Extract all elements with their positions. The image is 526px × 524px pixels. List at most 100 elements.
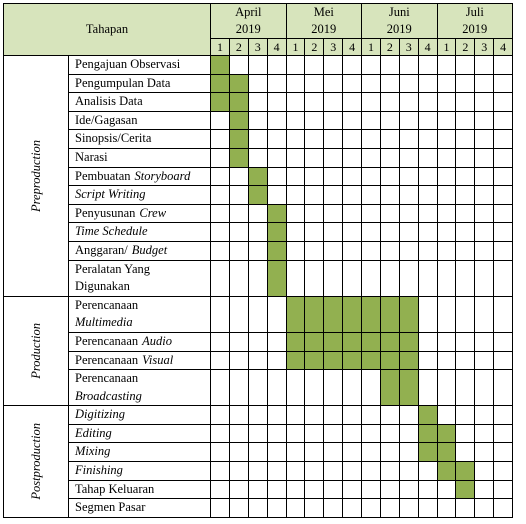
task-label: Anggaran/ — [75, 242, 128, 257]
week-cell — [455, 185, 476, 205]
task-row: Postproduction Digitizing — [3, 405, 514, 518]
task-cell: Analisis Data — [67, 92, 212, 112]
week-cell — [361, 73, 381, 94]
week-cell — [210, 498, 230, 518]
week-cell — [379, 147, 400, 168]
week-cell — [474, 405, 495, 425]
week-cell — [436, 147, 457, 168]
phase-name: Postproduction — [28, 423, 43, 500]
week-number: 2 — [228, 38, 249, 56]
week-cell — [210, 185, 230, 205]
task-line: Narasi — [75, 149, 210, 166]
active-week — [266, 222, 287, 242]
week-cell — [285, 73, 306, 94]
week-cell — [436, 203, 457, 224]
week-cell — [342, 259, 363, 297]
week-cell — [398, 166, 419, 187]
task-label: Penyusunan — [75, 205, 136, 220]
week-cell — [474, 259, 495, 297]
month-cell: April 2019 — [210, 3, 287, 39]
week-cell — [455, 166, 476, 187]
active-week — [417, 423, 438, 444]
task-label: Finishing — [75, 463, 123, 478]
task-cell: Pengajuan Observasi — [67, 55, 212, 75]
week-cell — [266, 498, 287, 518]
task-cell: Ide/Gagasan — [67, 110, 212, 131]
week-cell — [285, 461, 306, 481]
week-cell — [493, 185, 514, 205]
week-cell — [228, 423, 249, 444]
week-cell — [361, 92, 381, 112]
week-number: 3 — [474, 38, 495, 56]
task-label: Broadcasting — [75, 388, 142, 403]
week-cell — [493, 55, 514, 75]
week-cell — [210, 350, 230, 371]
task-line: Segmen Pasar — [75, 500, 210, 517]
week-cell — [455, 110, 476, 131]
week-cell — [228, 405, 249, 425]
week-cell — [304, 110, 325, 131]
active-week — [210, 73, 230, 94]
week-cell — [342, 240, 363, 261]
week-cell — [455, 295, 476, 333]
week-cell — [398, 498, 419, 518]
week-cell — [379, 110, 400, 131]
week-cell — [361, 55, 381, 75]
week-cell — [474, 350, 495, 371]
task-row: Script Writing — [4, 185, 514, 205]
week-cell — [379, 55, 400, 75]
week-cell — [228, 461, 249, 481]
active-week — [228, 110, 249, 131]
week-cell — [304, 479, 325, 500]
task-label: Crew — [139, 205, 167, 220]
task-label: Budget — [131, 242, 168, 257]
active-week — [210, 55, 230, 75]
week-cell — [436, 350, 457, 371]
active-week — [342, 331, 363, 352]
week-cell — [304, 461, 325, 481]
week-cell — [493, 479, 514, 500]
week-cell — [474, 92, 495, 112]
week-cell — [361, 369, 381, 407]
task-cell: Perencanaan Broadcasting — [67, 369, 212, 407]
task-line: Sinopsis/Cerita — [75, 131, 210, 148]
week-cell — [361, 222, 381, 242]
week-cell — [304, 405, 325, 425]
week-cell — [398, 129, 419, 149]
active-week — [379, 331, 400, 352]
task-cell: Perencanaan Multimedia — [67, 295, 212, 333]
week-cell — [379, 166, 400, 187]
week-cell — [417, 110, 438, 131]
active-week — [228, 73, 249, 94]
week-cell — [342, 405, 363, 425]
week-cell — [228, 331, 249, 352]
active-week — [455, 479, 476, 500]
week-cell — [493, 203, 514, 224]
active-week — [228, 129, 249, 149]
week-cell — [474, 185, 495, 205]
task-label: Perencanaan — [75, 352, 139, 367]
task-cell: Digitizing — [67, 405, 212, 425]
task-cell: Script Writing — [67, 185, 212, 205]
week-cell — [210, 222, 230, 242]
week-cell — [247, 479, 268, 500]
week-cell — [228, 350, 249, 371]
week-cell — [247, 222, 268, 242]
week-cell — [379, 185, 400, 205]
week-cell — [285, 222, 306, 242]
task-row: Penyusunan Crew — [4, 203, 514, 224]
week-cell — [361, 240, 381, 261]
week-cell — [379, 129, 400, 149]
week-cell — [247, 423, 268, 444]
active-week — [417, 442, 438, 463]
week-cell — [342, 110, 363, 131]
week-cell — [493, 442, 514, 463]
week-cell — [493, 350, 514, 371]
week-cell — [361, 442, 381, 463]
month-name: Mei — [313, 5, 334, 19]
week-number: 4 — [417, 38, 438, 56]
week-cell — [210, 166, 230, 187]
task-label: Digunakan — [75, 279, 130, 294]
week-cell — [361, 185, 381, 205]
task-row: Preproduction Pengajuan Observasi — [3, 55, 514, 297]
